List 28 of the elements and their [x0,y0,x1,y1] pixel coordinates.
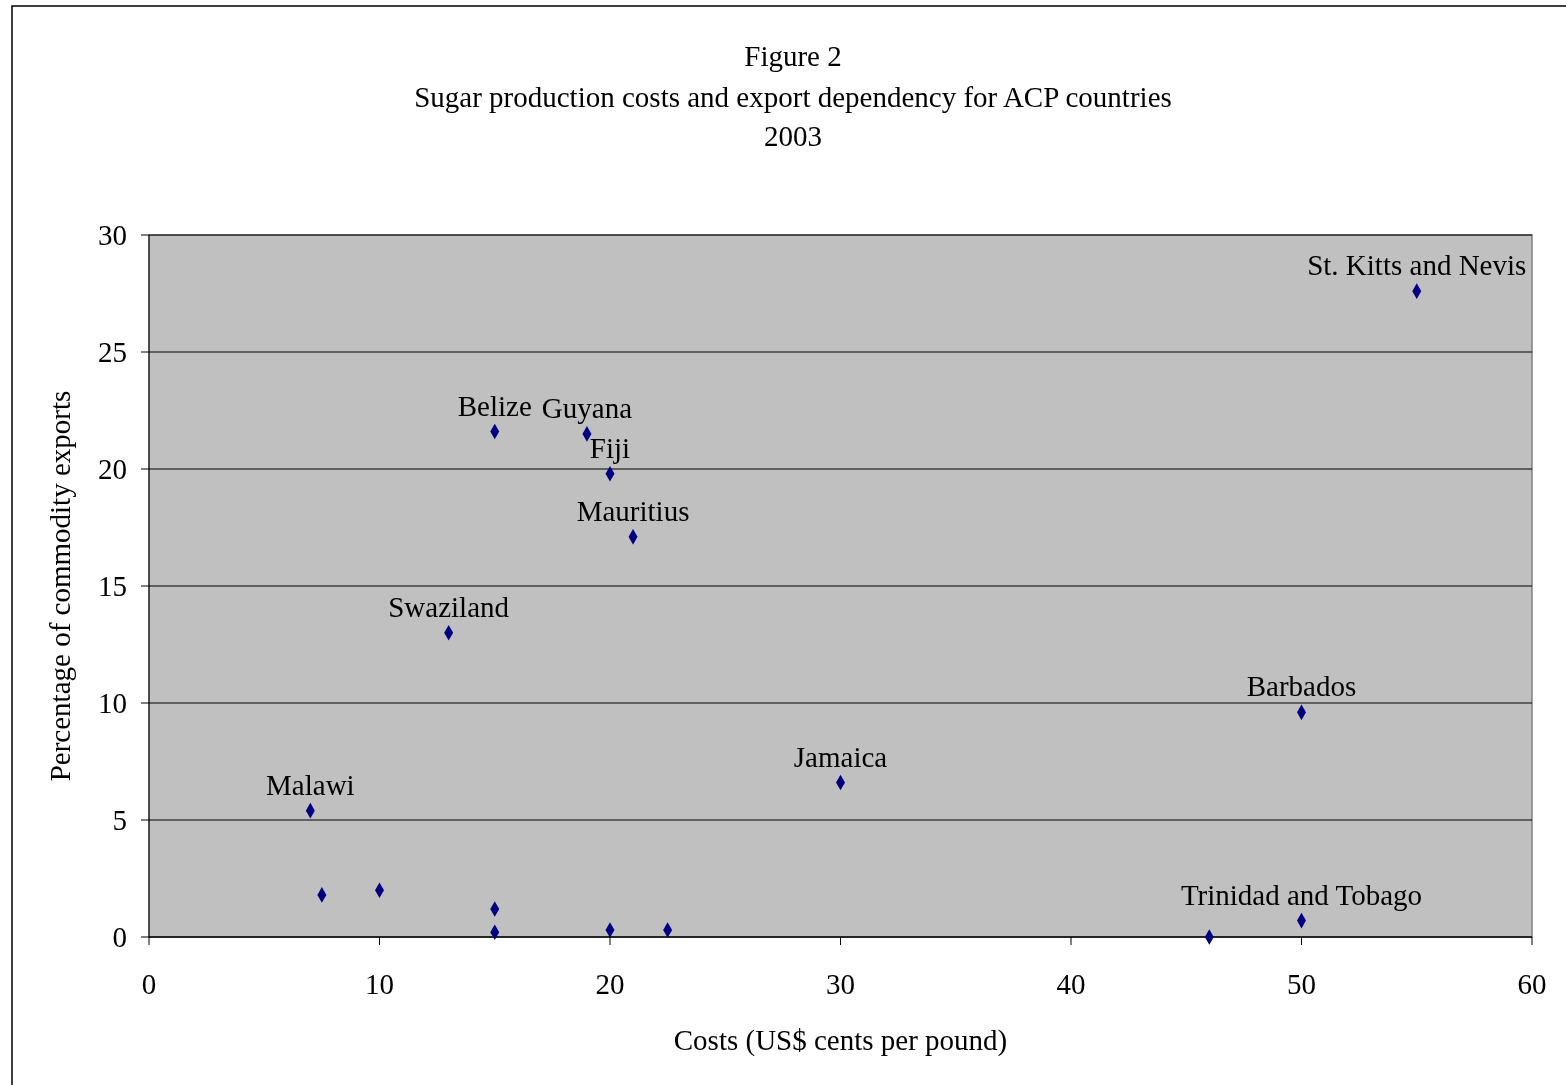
annotation: Trinidad and Tobago [1180,878,1423,911]
y-tick-label: 15 [98,570,127,603]
x-tick-label: 0 [141,968,157,1000]
y-tick-label: 25 [98,336,127,369]
x-tick-label: 30 [826,968,855,1000]
annotation: St. Kitts and Nevis [1307,249,1527,282]
y-tick-label: 20 [98,453,127,486]
chart-title: Figure 2 [744,40,842,72]
annotation: Barbados [1246,670,1357,703]
x-tick-label: 50 [1287,968,1316,1000]
x-tick-label: 60 [1517,968,1547,1000]
annotation: Mauritius [576,494,690,527]
x-tick-label: 40 [1056,968,1086,1000]
annotation: Swaziland [388,590,510,623]
x-axis-title: Costs (US$ cents per pound) [673,1024,1008,1057]
chart-subtitle: Sugar production costs and export dependency for ACP countries 2003 [414,81,1172,152]
y-tick-label: 10 [98,687,127,720]
x-tick-label: 10 [365,968,394,1000]
y-tick-label: 30 [98,219,127,252]
annotation: Jamaica [793,740,888,773]
y-tick-label: 0 [112,921,127,954]
x-tick-label: 20 [595,968,625,1000]
annotation: Malawi [266,768,355,801]
annotation: Belize [457,389,532,422]
y-tick-label: 5 [112,804,127,837]
annotation: Guyana [541,391,633,424]
annotation: Fiji [589,431,631,464]
y-axis-title: Percentage of commodity exports [44,390,76,782]
